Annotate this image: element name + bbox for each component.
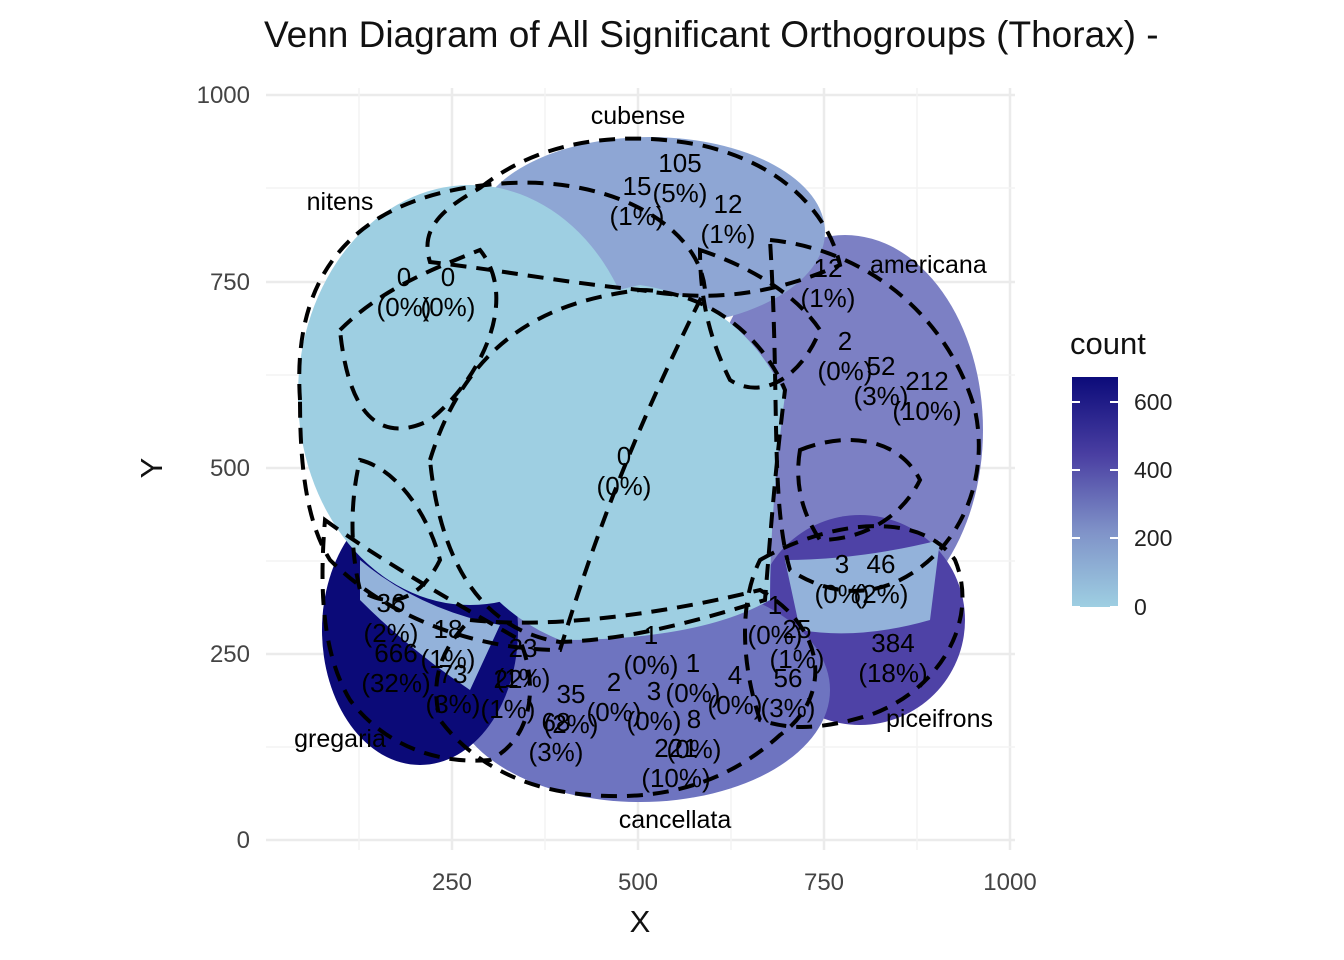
x-tick-label: 750 bbox=[804, 869, 844, 896]
legend-tick-label: 0 bbox=[1134, 594, 1147, 620]
legend: count 600 400 200 0 bbox=[1070, 326, 1172, 620]
region-count-label: 23 (1%) bbox=[496, 633, 551, 693]
region-count-label: 221 (10%) bbox=[641, 733, 710, 793]
y-tick-label: 500 bbox=[210, 455, 250, 482]
x-tick-label: 1000 bbox=[983, 869, 1036, 896]
legend-tick-label: 400 bbox=[1134, 457, 1172, 483]
set-piceifrons-outline bbox=[743, 524, 965, 729]
x-axis: 250 500 750 1000 X bbox=[432, 869, 1037, 939]
y-tick-label: 750 bbox=[210, 269, 250, 296]
chart-title: Venn Diagram of All Significant Orthogro… bbox=[264, 14, 1159, 55]
set-cubense-outline bbox=[425, 136, 843, 298]
region-count-label: 18 (1%) bbox=[421, 614, 476, 674]
region-count-label: 0 (0%) bbox=[421, 262, 476, 322]
region-count-label: 2 (0%) bbox=[587, 667, 642, 727]
region-count-label: 212 (10%) bbox=[892, 366, 961, 426]
set-cancellata-outline bbox=[434, 587, 818, 799]
region-count-label: 52 (3%) bbox=[854, 351, 909, 411]
region-count-label: 35 (2%) bbox=[544, 679, 599, 739]
region-count-label: 46 (2%) bbox=[854, 549, 909, 609]
region-count-label: 56 (3%) bbox=[761, 663, 816, 723]
region-count-label: 0 (0%) bbox=[597, 441, 652, 501]
set-label-cubense: cubense bbox=[591, 102, 686, 130]
overlap-fill-2 bbox=[360, 560, 500, 690]
set-gregaria-outline bbox=[320, 516, 532, 763]
overlap-fill bbox=[430, 285, 785, 640]
set-label-gregaria: gregaria bbox=[294, 725, 386, 753]
legend-tick-label: 600 bbox=[1134, 389, 1172, 415]
inner-boundary-3 bbox=[697, 247, 823, 390]
region-count-label: 8 (0%) bbox=[667, 704, 722, 764]
overlap-fill-3 bbox=[785, 540, 940, 634]
y-tick-label: 250 bbox=[210, 641, 250, 668]
set-label-cancellata: cancellata bbox=[619, 806, 732, 834]
y-axis-title: Y bbox=[134, 458, 169, 479]
region-count-label: 1 (0%) bbox=[666, 648, 721, 708]
set-nitens-outline bbox=[297, 180, 708, 653]
set-labels: nitens cubense americana piceifrons canc… bbox=[294, 102, 993, 834]
legend-colorbar bbox=[1072, 377, 1118, 607]
region-count-label: 0 (0%) bbox=[377, 262, 432, 322]
region-count-label: 3 (0%) bbox=[815, 549, 870, 609]
inner-boundary-5 bbox=[350, 457, 443, 602]
set-label-piceifrons: piceifrons bbox=[886, 705, 993, 733]
inner-boundary-2 bbox=[337, 247, 499, 431]
set-label-nitens: nitens bbox=[307, 188, 374, 216]
region-count-label: 36 (2%) bbox=[364, 588, 419, 648]
region-count-label: 12 (1%) bbox=[801, 253, 856, 313]
venn-fills bbox=[298, 137, 983, 802]
region-count-label: 105 (5%) bbox=[653, 148, 708, 208]
inner-boundary-4 bbox=[796, 438, 923, 543]
region-count-label: 1 (0%) bbox=[748, 590, 803, 650]
legend-title: count bbox=[1070, 326, 1146, 361]
region-count-label: 15 (1%) bbox=[610, 171, 665, 231]
x-tick-label: 250 bbox=[432, 869, 472, 896]
legend-tick-label: 200 bbox=[1134, 525, 1172, 551]
y-axis: 0 250 500 750 1000 Y bbox=[134, 82, 250, 854]
region-count-label: 4 (0%) bbox=[708, 660, 763, 720]
region-labels: 0 (0%) 105 (5%)15 (1%) 12 (1%) 12 (1%) 212 (10%)52… bbox=[361, 148, 961, 793]
region-count-label: 25 (1%) bbox=[770, 614, 825, 674]
region-count-label: 2 (0%) bbox=[818, 326, 873, 386]
region-count-label: 1 (0%) bbox=[624, 620, 679, 680]
y-tick-label: 1000 bbox=[197, 82, 250, 109]
region-count-label: 3 (0%) bbox=[627, 676, 682, 736]
inner-boundary-1 bbox=[427, 287, 788, 645]
venn-outlines bbox=[297, 136, 981, 799]
x-tick-label: 500 bbox=[618, 869, 658, 896]
set-label-americana: americana bbox=[870, 251, 987, 279]
region-count-label: 12 (1%) bbox=[701, 189, 756, 249]
region-count-label: 384 (18%) bbox=[858, 628, 927, 688]
x-axis-title: X bbox=[630, 904, 651, 939]
region-count-label: 22 (1%) bbox=[481, 664, 536, 724]
set-cancellata-fill bbox=[450, 578, 830, 802]
region-count-label: 666 (32%) bbox=[361, 638, 430, 698]
region-count-label: 68 (3%) bbox=[529, 707, 584, 767]
region-count-label: 73 (3%) bbox=[426, 659, 481, 719]
y-tick-label: 0 bbox=[237, 827, 250, 854]
